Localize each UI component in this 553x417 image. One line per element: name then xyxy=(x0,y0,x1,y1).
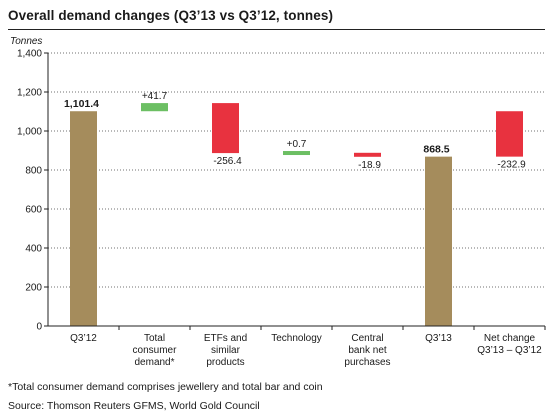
data-label: +41.7 xyxy=(142,91,168,102)
y-tick-label: 1,400 xyxy=(17,49,42,60)
bar xyxy=(425,156,452,326)
data-label: -256.4 xyxy=(213,156,242,167)
y-axis-unit-label: Tonnes xyxy=(10,36,42,47)
x-tick-label: Central bank net purchases xyxy=(344,333,390,368)
data-label: +0.7 xyxy=(287,139,307,150)
y-tick-label: 400 xyxy=(25,244,42,255)
y-tick-label: 600 xyxy=(25,205,42,216)
x-tick-label: Technology xyxy=(271,333,322,344)
chart-title: Overall demand changes (Q3’13 vs Q3’12, … xyxy=(8,8,334,23)
y-axis-ticks: 0 200 400 600 800 1,000 1,200 1,400 xyxy=(17,49,48,333)
bar xyxy=(212,103,239,154)
title-rule xyxy=(8,29,545,30)
gridlines xyxy=(48,52,545,288)
bar xyxy=(354,152,381,157)
bar xyxy=(283,151,310,156)
bars xyxy=(70,103,523,327)
bar xyxy=(141,103,168,112)
y-tick-label: 1,200 xyxy=(17,88,42,99)
source-note: Source: Thomson Reuters GFMS, World Gold… xyxy=(8,400,260,412)
x-tick-label: Q3’12 xyxy=(70,333,97,344)
data-label: -232.9 xyxy=(497,160,526,171)
y-tick-label: 1,000 xyxy=(17,127,42,138)
y-tick-label: 800 xyxy=(25,166,42,177)
bar xyxy=(70,111,97,327)
footnote: *Total consumer demand comprises jewelle… xyxy=(8,381,323,393)
y-tick-label: 200 xyxy=(25,283,42,294)
y-tick-label: 0 xyxy=(36,322,42,333)
x-tick-label: Q3’13 xyxy=(425,333,452,344)
data-label: 1,101.4 xyxy=(64,98,99,110)
x-tick-label: Total consumer demand* xyxy=(133,333,178,368)
data-labels: 1,101.4 +41.7 -256.4 +0.7 -18.9 868.5 -232.9 xyxy=(64,91,526,171)
bar xyxy=(496,111,523,157)
data-label: 868.5 xyxy=(423,144,449,156)
x-axis: Q3’12 Total consumer demand* ETFs and similar… xyxy=(47,53,546,368)
data-label: -18.9 xyxy=(358,160,381,171)
x-tick-label: Net change Q3’13 – Q3’12 xyxy=(477,333,542,356)
x-tick-label: ETFs and similar products xyxy=(204,333,247,368)
